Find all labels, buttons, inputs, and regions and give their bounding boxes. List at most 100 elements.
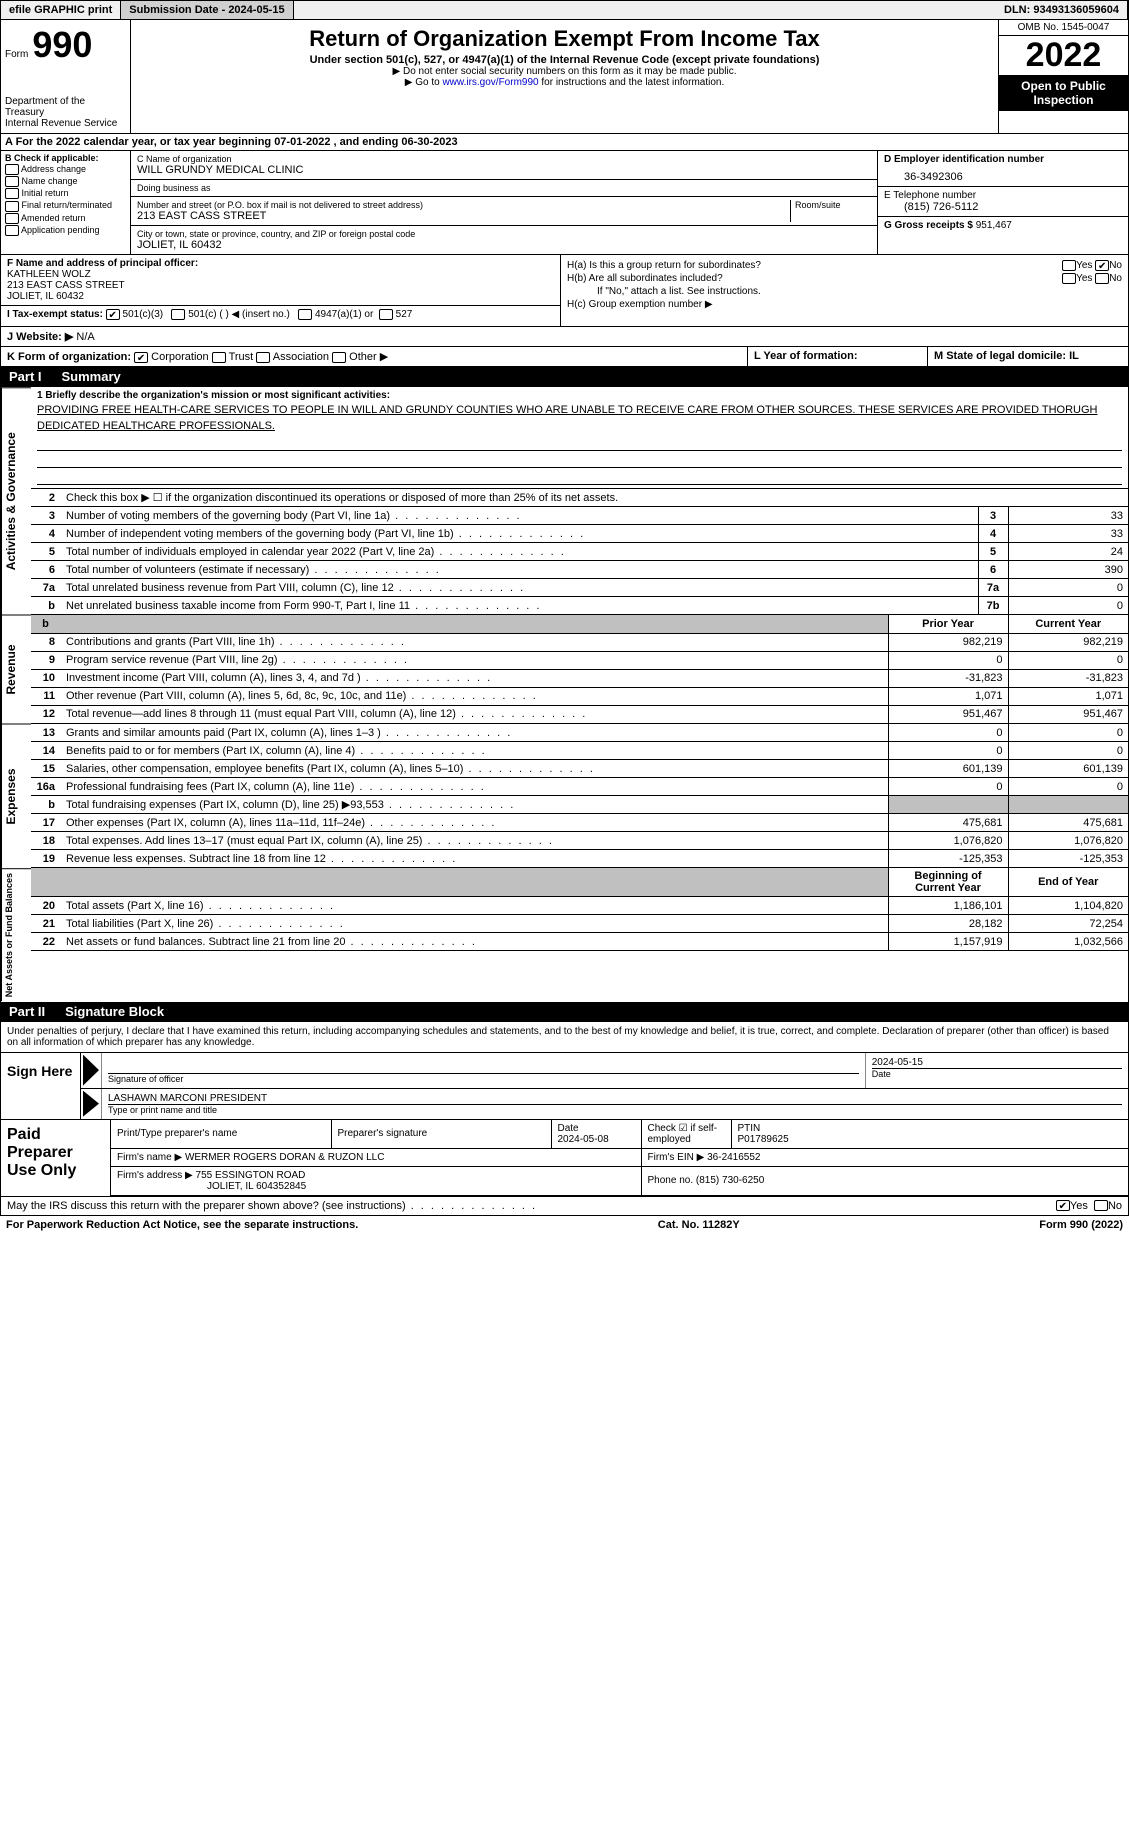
- hb-no[interactable]: [1095, 273, 1109, 284]
- ha-yes[interactable]: [1062, 260, 1076, 271]
- checkbox-address-change[interactable]: Address change: [5, 164, 126, 175]
- chk-assoc[interactable]: [256, 352, 270, 363]
- firm-addr1: 755 ESSINGTON ROAD: [196, 1170, 306, 1181]
- firm-addr2: JOLIET, IL 604352845: [117, 1181, 306, 1192]
- city: JOLIET, IL 60432: [137, 239, 871, 251]
- form-number: 990: [32, 24, 92, 66]
- omb-number: OMB No. 1545-0047: [999, 20, 1128, 36]
- paperwork-notice: For Paperwork Reduction Act Notice, see …: [6, 1219, 358, 1231]
- checkbox-amended-return[interactable]: Amended return: [5, 213, 126, 224]
- dln: DLN: 93493136059604: [996, 1, 1128, 19]
- state-domicile: M State of legal domicile: IL: [934, 350, 1079, 362]
- checkbox-final-return-terminated[interactable]: Final return/terminated: [5, 200, 126, 211]
- section-b-title: B Check if applicable:: [5, 153, 126, 163]
- preparer-sig-label: Preparer's signature: [331, 1120, 551, 1149]
- hb-note: If "No," attach a list. See instructions…: [567, 286, 1122, 297]
- paid-preparer-block: Paid Preparer Use Only Print/Type prepar…: [0, 1120, 1129, 1197]
- sign-here-block: Sign Here Signature of officer 2024-05-1…: [0, 1053, 1129, 1120]
- tax-exempt-label: I Tax-exempt status:: [7, 309, 103, 320]
- discuss-no[interactable]: [1094, 1200, 1108, 1211]
- dba-label: Doing business as: [137, 183, 871, 193]
- org-name-label: C Name of organization: [137, 154, 871, 164]
- section-bcd: B Check if applicable: Address change Na…: [0, 151, 1129, 255]
- city-label: City or town, state or province, country…: [137, 229, 871, 239]
- street: 213 EAST CASS STREET: [137, 210, 786, 222]
- room-label: Room/suite: [795, 200, 871, 210]
- officer-addr1: 213 EAST CASS STREET: [7, 280, 554, 291]
- hc-label: H(c) Group exemption number ▶: [567, 299, 1122, 310]
- form-title: Return of Organization Exempt From Incom…: [135, 26, 994, 52]
- form-header: Form 990 Department of the Treasury Inte…: [0, 20, 1129, 134]
- hb-yes[interactable]: [1062, 273, 1076, 284]
- q1-label: 1 Briefly describe the organization's mi…: [37, 390, 1122, 401]
- self-employed-chk[interactable]: Check ☑ if self-employed: [641, 1120, 731, 1149]
- gross-label: G Gross receipts $: [884, 220, 973, 231]
- may-irs-discuss: May the IRS discuss this return with the…: [0, 1197, 1129, 1216]
- sig-officer-label: Signature of officer: [108, 1073, 859, 1084]
- officer-addr2: JOLIET, IL 60432: [7, 291, 554, 302]
- side-activities: Activities & Governance: [1, 387, 31, 615]
- ptin: P01789625: [738, 1134, 789, 1145]
- paid-preparer-label: Paid Preparer Use Only: [1, 1120, 111, 1196]
- submission-date: Submission Date - 2024-05-15: [121, 1, 293, 19]
- chk-527[interactable]: [379, 309, 393, 320]
- mission-text: PROVIDING FREE HEALTH-CARE SERVICES TO P…: [37, 403, 1122, 434]
- chk-other[interactable]: [332, 352, 346, 363]
- chk-trust[interactable]: [212, 352, 226, 363]
- row-a-tax-year: A For the 2022 calendar year, or tax yea…: [0, 134, 1129, 151]
- form-ref: Form 990 (2022): [1039, 1219, 1123, 1231]
- top-bar: efile GRAPHIC print Submission Date - 20…: [0, 0, 1129, 20]
- firm-name: WERMER ROGERS DORAN & RUZON LLC: [185, 1152, 384, 1163]
- checkbox-application-pending[interactable]: Application pending: [5, 225, 126, 236]
- ha-label: H(a) Is this a group return for subordin…: [567, 260, 761, 271]
- hb-label: H(b) Are all subordinates included?: [567, 273, 723, 284]
- form-word: Form: [5, 49, 28, 60]
- side-expenses: Expenses: [1, 724, 31, 869]
- irs-link[interactable]: www.irs.gov/Form990: [442, 77, 538, 88]
- date-label: Date: [872, 1068, 1122, 1079]
- chk-501c[interactable]: [171, 309, 185, 320]
- discuss-yes[interactable]: ✔: [1056, 1200, 1070, 1211]
- side-netassets: Net Assets or Fund Balances: [1, 868, 31, 1001]
- ein: 36-3492306: [884, 165, 1122, 183]
- firm-ein: 36-2416552: [707, 1152, 760, 1163]
- lines-expenses: 13Grants and similar amounts paid (Part …: [31, 724, 1128, 869]
- open-to-public: Open to Public Inspection: [999, 75, 1128, 111]
- checkbox-initial-return[interactable]: Initial return: [5, 188, 126, 199]
- cat-no: Cat. No. 11282Y: [658, 1219, 740, 1231]
- chk-4947[interactable]: [298, 309, 312, 320]
- signature-declaration: Under penalties of perjury, I declare th…: [0, 1022, 1129, 1053]
- part1-header: Part I Summary: [0, 367, 1129, 387]
- year-formation-label: L Year of formation:: [754, 350, 858, 362]
- form-subtitle: Under section 501(c), 527, or 4947(a)(1)…: [135, 54, 994, 66]
- telephone: (815) 726-5112: [884, 201, 1122, 213]
- sign-date: 2024-05-15: [872, 1057, 1122, 1068]
- org-name: WILL GRUNDY MEDICAL CLINIC: [137, 164, 871, 176]
- lines-netassets: Beginning of Current YearEnd of Year 20T…: [31, 868, 1128, 951]
- prep-date: 2024-05-08: [558, 1134, 609, 1145]
- website: N/A: [76, 331, 94, 343]
- section-fh: F Name and address of principal officer:…: [0, 255, 1129, 327]
- page-footer: For Paperwork Reduction Act Notice, see …: [0, 1216, 1129, 1234]
- officer-print-name: LASHAWN MARCONI PRESIDENT: [108, 1093, 1122, 1104]
- chk-501c3[interactable]: ✔: [106, 309, 120, 320]
- sign-here-label: Sign Here: [1, 1053, 81, 1119]
- tax-year: 2022: [999, 36, 1128, 75]
- summary-body: Activities & Governance 1 Briefly descri…: [0, 387, 1129, 615]
- lines-governance: 2Check this box ▶ ☐ if the organization …: [31, 489, 1128, 616]
- officer-label: F Name and address of principal officer:: [7, 258, 554, 269]
- ha-no[interactable]: ✔: [1095, 260, 1109, 271]
- lines-revenue: bPrior YearCurrent Year 8Contributions a…: [31, 615, 1128, 724]
- tel-label: E Telephone number: [884, 190, 1122, 201]
- firm-phone: (815) 730-6250: [696, 1175, 764, 1186]
- officer-name: KATHLEEN WOLZ: [7, 269, 554, 280]
- row-klm: K Form of organization: ✔ Corporation Tr…: [0, 347, 1129, 367]
- efile-label[interactable]: efile GRAPHIC print: [1, 1, 121, 19]
- note-ssn: ▶ Do not enter social security numbers o…: [135, 66, 994, 77]
- note-link: ▶ Go to www.irs.gov/Form990 for instruct…: [135, 77, 994, 88]
- checkbox-name-change[interactable]: Name change: [5, 176, 126, 187]
- preparer-name-label: Print/Type preparer's name: [111, 1120, 331, 1149]
- street-label: Number and street (or P.O. box if mail i…: [137, 200, 786, 210]
- arrow-icon: [83, 1055, 99, 1086]
- chk-corp[interactable]: ✔: [134, 352, 148, 363]
